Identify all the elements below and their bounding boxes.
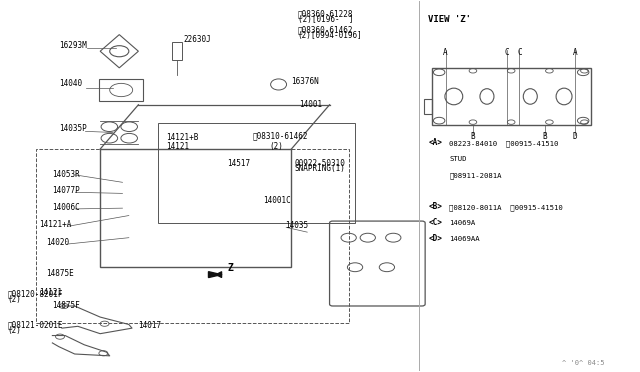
Text: (2): (2): [8, 295, 22, 304]
Text: 00922-50310: 00922-50310: [294, 159, 346, 168]
Text: ⒲08120-8201F: ⒲08120-8201F: [8, 290, 63, 299]
Text: B: B: [470, 132, 476, 141]
Text: <A>: <A>: [428, 138, 442, 147]
Text: (2): (2): [269, 142, 283, 151]
Text: 14077P: 14077P: [52, 186, 80, 195]
Text: Ⓧ08911-2081A: Ⓧ08911-2081A: [449, 172, 502, 179]
Bar: [172, 42, 182, 61]
Text: 14069A: 14069A: [449, 220, 476, 226]
Text: D: D: [573, 132, 577, 141]
Text: (2): (2): [8, 326, 22, 334]
Text: 14001: 14001: [299, 100, 322, 109]
Text: 14121: 14121: [166, 142, 189, 151]
Text: B: B: [543, 132, 547, 141]
Text: 22630J: 22630J: [183, 35, 211, 44]
Text: 14053R: 14053R: [52, 170, 80, 179]
Text: (2)[0196-  ]: (2)[0196- ]: [298, 15, 353, 24]
Text: Ⓢ08360-61462: Ⓢ08360-61462: [298, 26, 353, 35]
Text: A: A: [573, 48, 577, 57]
Bar: [424, 99, 431, 114]
Text: <B>: <B>: [428, 202, 442, 211]
Text: A: A: [444, 48, 448, 57]
Text: 16376N: 16376N: [291, 77, 319, 86]
Text: 16293M: 16293M: [59, 41, 86, 49]
Text: 14035P: 14035P: [59, 124, 86, 133]
Bar: [36, 149, 349, 323]
Text: 14121+B: 14121+B: [166, 133, 198, 142]
Text: ⒲08121-0201E: ⒲08121-0201E: [8, 320, 63, 329]
Text: C: C: [504, 48, 509, 57]
Text: SNAPRING(1): SNAPRING(1): [294, 164, 346, 173]
Text: 14035: 14035: [285, 221, 308, 231]
Text: C: C: [517, 48, 522, 57]
Text: Z: Z: [228, 263, 234, 273]
Text: 14040: 14040: [59, 79, 82, 88]
Text: 14875F: 14875F: [52, 301, 80, 310]
Text: STUD: STUD: [449, 156, 467, 162]
Text: (2)[0994-0196]: (2)[0994-0196]: [298, 31, 362, 40]
Text: <D>: <D>: [428, 234, 442, 243]
Polygon shape: [209, 272, 221, 278]
Text: 14875E: 14875E: [46, 269, 74, 279]
Text: Ⓢ08310-61462: Ⓢ08310-61462: [253, 131, 308, 140]
Text: 14017: 14017: [138, 321, 161, 330]
Text: 14006C: 14006C: [52, 203, 80, 212]
Text: 14001C: 14001C: [262, 196, 291, 205]
Text: Ⓢ08360-61228: Ⓢ08360-61228: [298, 9, 353, 18]
Text: 08223-84010  Ⓦ00915-41510: 08223-84010 Ⓦ00915-41510: [449, 140, 559, 147]
Text: ⒲08120-8011A  Ⓦ00915-41510: ⒲08120-8011A Ⓦ00915-41510: [449, 204, 563, 211]
Text: 14121+A: 14121+A: [40, 220, 72, 230]
Text: 14121: 14121: [40, 288, 63, 297]
Text: 14069AA: 14069AA: [449, 235, 480, 242]
Text: VIEW 'Z': VIEW 'Z': [428, 15, 471, 24]
Text: <C>: <C>: [428, 218, 442, 227]
Text: ^ '0^ 04:5: ^ '0^ 04:5: [562, 360, 605, 366]
Bar: [157, 123, 355, 223]
Text: 14020: 14020: [46, 238, 69, 247]
Text: 14517: 14517: [228, 159, 251, 168]
